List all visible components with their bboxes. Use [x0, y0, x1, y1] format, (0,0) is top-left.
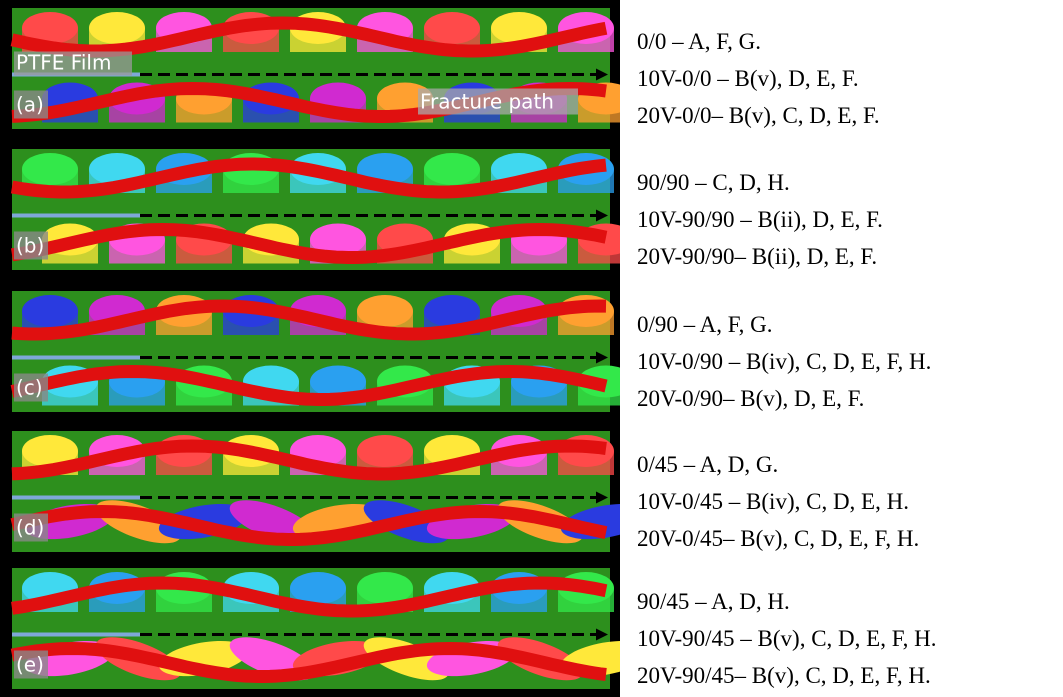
tow-top	[424, 12, 480, 44]
note-line: 20V-0/0– B(v), C, D, E, F.	[637, 97, 880, 134]
tow-top	[424, 153, 480, 185]
figure: (a) PTFE Film Fracture path (b) (c) (d) (e) 0/…	[0, 0, 1063, 697]
layup-notes: 0/90 – A, F, G.10V-0/90 – B(iv), C, D, E…	[637, 306, 931, 417]
film-label: PTFE Film	[16, 51, 111, 75]
note-line: 10V-0/90 – B(iv), C, D, E, F, H.	[637, 343, 931, 380]
note-line: 90/90 – C, D, H.	[637, 164, 883, 201]
layup-notes: 0/45 – A, D, G.10V-0/45 – B(iv), C, D, E…	[637, 446, 919, 557]
note-line: 20V-90/45– B(v), C, D, E, F, H.	[637, 657, 937, 694]
note-line: 0/45 – A, D, G.	[637, 446, 919, 483]
note-line: 90/45 – A, D, H.	[637, 583, 937, 620]
tow-top	[357, 572, 413, 604]
layup-notes: 90/90 – C, D, H.10V-90/90 – B(ii), D, E,…	[637, 164, 883, 275]
note-line: 20V-0/90– B(v), D, E, F.	[637, 380, 931, 417]
note-line: 10V-90/45 – B(v), C, D, E, F, H.	[637, 620, 937, 657]
tow-top	[22, 295, 78, 327]
fracture-label: Fracture path	[420, 90, 554, 114]
panel-label: (e)	[16, 653, 44, 677]
layup-notes: 0/0 – A, F, G.10V-0/0 – B(v), D, E, F.20…	[637, 23, 880, 134]
note-line: 0/90 – A, F, G.	[637, 306, 931, 343]
tow-top	[290, 572, 346, 604]
panel-label: (b)	[16, 234, 44, 258]
panel-label: (d)	[16, 516, 44, 540]
note-line: 0/0 – A, F, G.	[637, 23, 880, 60]
rendered-panels: (a) PTFE Film Fracture path (b) (c) (d) (e)	[0, 0, 620, 697]
note-line: 20V-90/90– B(ii), D, E, F.	[637, 238, 883, 275]
tow-top	[22, 153, 78, 185]
note-line: 10V-0/0 – B(v), D, E, F.	[637, 60, 880, 97]
tow-top	[89, 12, 145, 44]
panel-label: (a)	[16, 93, 44, 117]
note-line: 20V-0/45– B(v), C, D, E, F, H.	[637, 520, 919, 557]
note-line: 10V-90/90 – B(ii), D, E, F.	[637, 201, 883, 238]
note-line: 10V-0/45 – B(iv), C, D, E, H.	[637, 483, 919, 520]
panel-label: (c)	[16, 376, 43, 400]
tow-top	[357, 295, 413, 327]
layup-notes: 90/45 – A, D, H.10V-90/45 – B(v), C, D, …	[637, 583, 937, 694]
tow-top	[357, 435, 413, 467]
